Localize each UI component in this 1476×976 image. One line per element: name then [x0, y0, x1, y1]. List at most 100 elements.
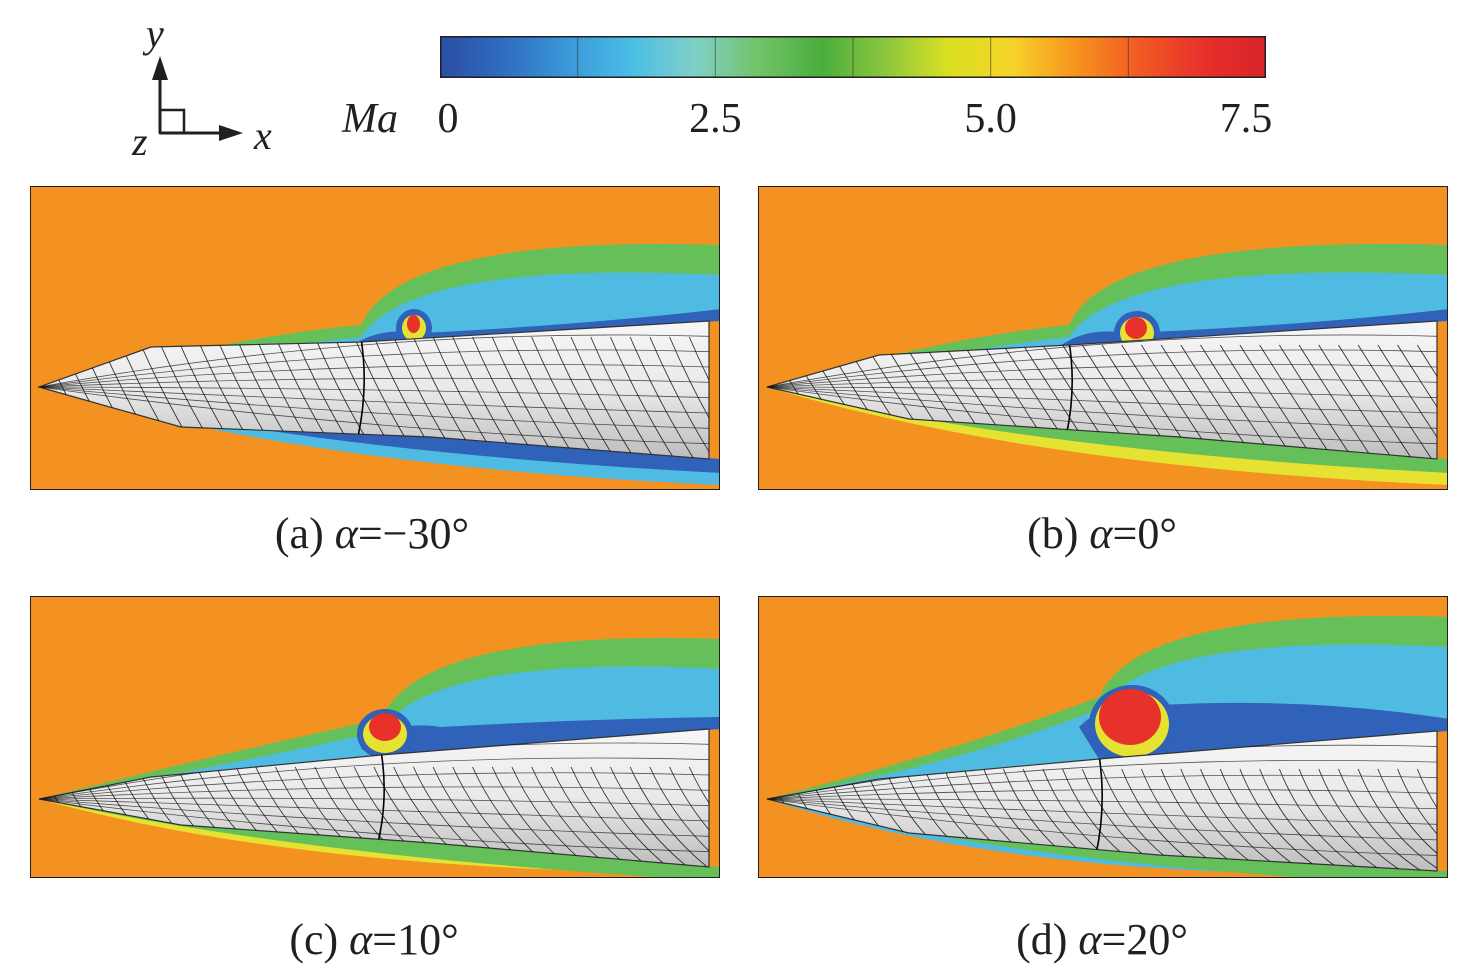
streamline	[1121, 768, 1222, 871]
streamline	[1357, 768, 1437, 871]
streamline	[39, 386, 709, 445]
streamline	[1298, 768, 1400, 871]
streamline	[1377, 768, 1437, 871]
caption-c: (c) α=10°	[289, 918, 458, 962]
separation-bubble	[1125, 317, 1147, 339]
upper-low-mach-layer	[1049, 309, 1447, 355]
streamline	[904, 768, 1006, 871]
streamline	[963, 768, 1065, 871]
streamline	[1239, 768, 1341, 871]
caption-d: (d) α=20°	[1016, 918, 1188, 962]
caption-b: (b) α=0°	[1027, 512, 1177, 556]
upper-expansion-layer	[49, 272, 719, 385]
separation-line	[356, 337, 365, 442]
caption-c-symbol: α	[349, 915, 373, 964]
streamline	[688, 336, 709, 459]
streamline	[1101, 768, 1203, 871]
streamline	[767, 349, 1437, 388]
vehicle-body	[38, 728, 710, 868]
streamline	[767, 386, 1437, 399]
caption-a-value: =−30°	[357, 509, 470, 558]
streamline	[767, 386, 1437, 445]
separation-bubble	[369, 713, 401, 741]
caption-d-prefix: (d)	[1016, 915, 1079, 964]
streamline	[39, 334, 709, 388]
streamline	[1397, 768, 1437, 871]
colorbar-tick-label: 2.5	[689, 96, 742, 142]
panel-b-flowfield	[759, 187, 1447, 489]
streamline	[1338, 768, 1437, 871]
panel-a	[30, 186, 720, 490]
panel-c-flowfield	[31, 597, 719, 877]
streamline	[943, 768, 1045, 871]
streamline	[39, 349, 709, 388]
caption-a: (a) α=−30°	[275, 512, 469, 556]
streamline	[767, 798, 1437, 841]
streamline	[767, 386, 1437, 429]
streamline	[610, 336, 681, 459]
streamline	[767, 386, 1437, 414]
streamline	[1357, 344, 1437, 459]
streamline	[1160, 768, 1262, 871]
panel-d-flowfield	[759, 597, 1447, 877]
separation-line	[376, 750, 385, 848]
streamline	[767, 798, 1437, 856]
streamline	[1397, 344, 1437, 459]
colorbar-title: Ma	[342, 96, 398, 142]
z-axis-label: z	[132, 119, 148, 164]
colorbar-tick-label: 0	[437, 96, 459, 142]
streamline	[1062, 768, 1163, 871]
upper-low-mach-layer	[361, 717, 719, 755]
coordinate-axes-svg	[152, 56, 243, 141]
caption-b-symbol: α	[1089, 509, 1113, 558]
streamline	[39, 377, 709, 388]
caption-a-symbol: α	[334, 509, 358, 558]
x-axis-label: x	[254, 113, 272, 158]
colorbar-tick-label: 7.5	[1219, 96, 1273, 142]
streamline	[629, 766, 709, 867]
streamline	[767, 798, 1437, 810]
streamline	[1022, 768, 1124, 871]
lower-compression-layer	[787, 391, 1447, 473]
streamline	[649, 766, 709, 867]
caption-d-symbol: α	[1078, 915, 1102, 964]
streamline	[1338, 344, 1419, 459]
streamline	[767, 377, 1437, 388]
caption-a-prefix: (a)	[274, 509, 335, 558]
streamline	[983, 768, 1084, 871]
streamline	[1081, 768, 1183, 871]
y-axis-arrow	[152, 56, 168, 80]
streamline	[1259, 768, 1360, 871]
colorbar-tick-label: 5.0	[964, 96, 1017, 142]
caption-b-value: =0°	[1112, 509, 1177, 558]
streamline	[688, 766, 709, 867]
streamline	[669, 336, 709, 459]
streamline	[1140, 768, 1242, 871]
colorbar-border	[440, 36, 1266, 78]
panel-b	[758, 186, 1448, 490]
streamline	[39, 798, 709, 853]
streamline	[1200, 768, 1301, 871]
streamline	[767, 334, 1437, 388]
streamline	[1003, 768, 1104, 871]
streamline	[1318, 768, 1419, 871]
streamline	[767, 788, 1437, 800]
lower-compression-layer	[59, 391, 719, 473]
streamline	[629, 336, 701, 459]
panel-d	[758, 596, 1448, 878]
x-axis-arrow	[219, 125, 243, 141]
upper-expansion-layer	[777, 272, 1447, 385]
streamline	[767, 759, 1437, 800]
streamline	[39, 798, 709, 837]
streamline	[1377, 344, 1437, 459]
streamline	[1298, 344, 1380, 459]
streamline	[1416, 768, 1437, 871]
lower-compression-layer	[787, 803, 1447, 877]
streamline	[1180, 768, 1282, 871]
streamline	[39, 364, 709, 388]
streamline	[39, 386, 709, 414]
z-axis-box	[158, 108, 186, 135]
separation-line	[1094, 754, 1103, 860]
surface-streamlines	[767, 744, 1437, 871]
streamline	[1416, 344, 1437, 459]
